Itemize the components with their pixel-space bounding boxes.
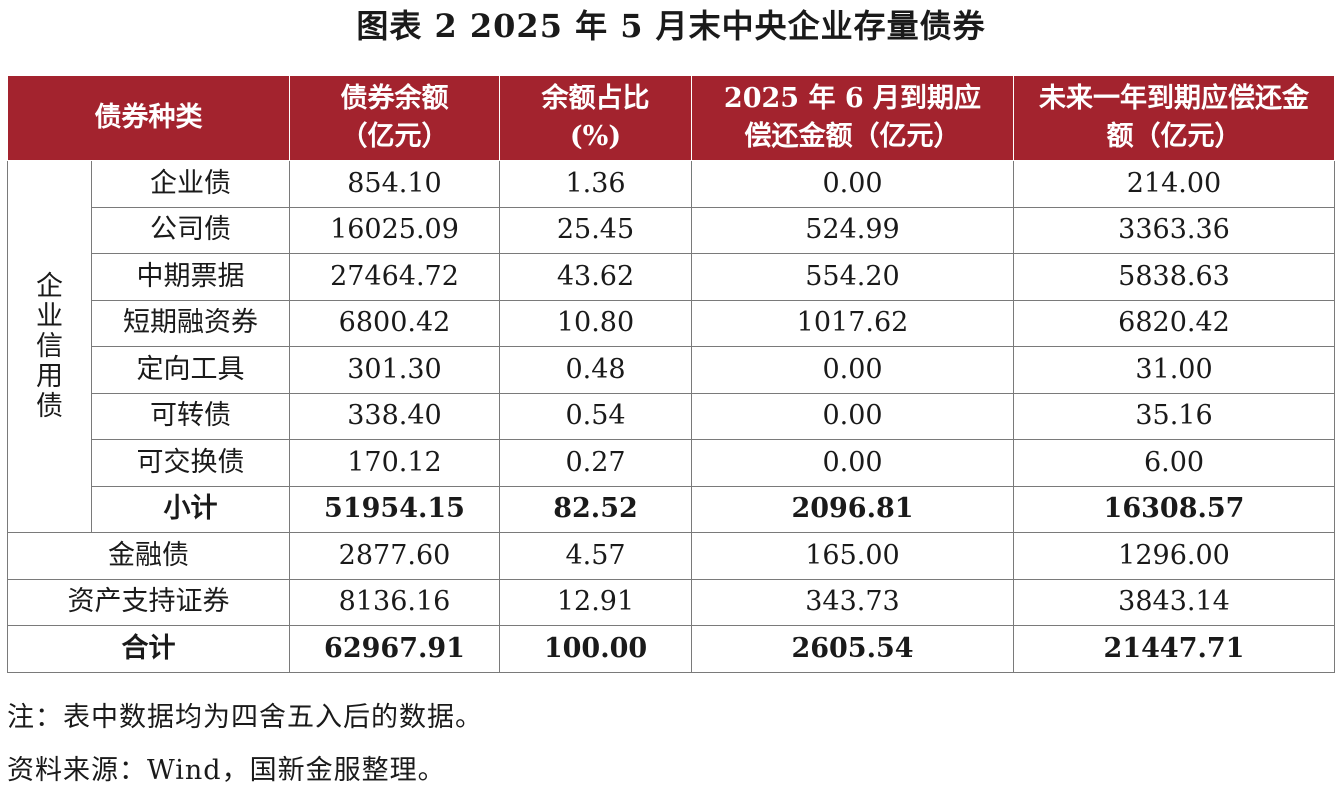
cell-june-due: 1017.62 — [691, 299, 1014, 347]
cell-june-due: 343.73 — [691, 578, 1014, 626]
cell-june-due: 2605.54 — [691, 625, 1014, 673]
group-label-text: 企业信用债 — [36, 270, 63, 422]
row-name: 合计 — [7, 625, 290, 673]
cell-june-due: 0.00 — [691, 346, 1014, 394]
cell-balance: 62967.91 — [289, 625, 500, 673]
header-year-due: 未来一年到期应偿还金额（亿元） — [1013, 75, 1335, 161]
cell-year-due: 6820.42 — [1013, 299, 1335, 347]
cell-year-due: 3843.14 — [1013, 578, 1335, 626]
cell-balance: 170.12 — [289, 439, 500, 487]
header-category: 债券种类 — [7, 75, 290, 161]
cell-year-due: 3363.36 — [1013, 206, 1335, 254]
group-label: 企业信用债 — [7, 160, 92, 533]
row-name: 资产支持证券 — [7, 578, 290, 626]
table-row: 中期票据 27464.72 43.62 554.20 5838.63 — [8, 253, 1335, 301]
cell-june-due: 0.00 — [691, 439, 1014, 487]
table-row: 资产支持证券 8136.16 12.91 343.73 3843.14 — [7, 578, 1335, 626]
cell-balance: 6800.42 — [289, 299, 500, 347]
cell-june-due: 524.99 — [691, 206, 1014, 254]
source-note: 资料来源：Wind，国新金服整理。 — [7, 755, 446, 786]
bond-table: 债券种类 债券余额（亿元） 余额占比(%) 2025 年 6 月到期应偿还金额（… — [7, 75, 1335, 673]
table-row: 定向工具 301.30 0.48 0.00 31.00 — [8, 346, 1335, 394]
cell-balance: 301.30 — [289, 346, 500, 394]
cell-year-due: 5838.63 — [1013, 253, 1335, 301]
row-name: 金融债 — [7, 532, 290, 580]
cell-share: 12.91 — [499, 578, 692, 626]
cell-june-due: 165.00 — [691, 532, 1014, 580]
cell-share: 25.45 — [499, 206, 692, 254]
cell-year-due: 31.00 — [1013, 346, 1335, 394]
row-name: 可转债 — [91, 392, 290, 440]
cell-year-due: 21447.71 — [1013, 625, 1335, 673]
row-name: 可交换债 — [91, 439, 290, 487]
cell-june-due: 2096.81 — [691, 485, 1014, 533]
table-row: 短期融资券 6800.42 10.80 1017.62 6820.42 — [8, 299, 1335, 347]
cell-june-due: 0.00 — [691, 392, 1014, 440]
cell-year-due: 6.00 — [1013, 439, 1335, 487]
cell-balance: 2877.60 — [289, 532, 500, 580]
total-row: 合计 62967.91 100.00 2605.54 21447.71 — [7, 625, 1335, 673]
cell-share: 0.54 — [499, 392, 692, 440]
cell-share: 1.36 — [499, 160, 692, 208]
table-body: 企业信用债 企业债 854.10 1.36 0.00 214.00 公司债 16025.09 2… — [7, 160, 1335, 673]
row-name: 公司债 — [91, 206, 290, 254]
subtotal-row: 小计 51954.15 82.52 2096.81 16308.57 — [8, 485, 1335, 533]
row-name: 企业债 — [91, 160, 290, 208]
cell-june-due: 554.20 — [691, 253, 1014, 301]
table-row: 企业信用债 企业债 854.10 1.36 0.00 214.00 — [7, 160, 1335, 533]
table-row: 公司债 16025.09 25.45 524.99 3363.36 — [8, 206, 1335, 254]
cell-year-due: 214.00 — [1013, 160, 1335, 208]
cell-balance: 854.10 — [289, 160, 500, 208]
cell-share: 0.27 — [499, 439, 692, 487]
cell-balance: 338.40 — [289, 392, 500, 440]
row-name: 中期票据 — [91, 253, 290, 301]
table-row: 可交换债 170.12 0.27 0.00 6.00 — [8, 439, 1335, 487]
table-row: 金融债 2877.60 4.57 165.00 1296.00 — [7, 532, 1335, 580]
cell-june-due: 0.00 — [691, 160, 1014, 208]
row-name: 短期融资券 — [91, 299, 290, 347]
row-name: 定向工具 — [91, 346, 290, 394]
cell-share: 0.48 — [499, 346, 692, 394]
cell-balance: 8136.16 — [289, 578, 500, 626]
table-row: 可转债 338.40 0.54 0.00 35.16 — [8, 392, 1335, 440]
cell-year-due: 1296.00 — [1013, 532, 1335, 580]
header-row: 债券种类 债券余额（亿元） 余额占比(%) 2025 年 6 月到期应偿还金额（… — [7, 75, 1335, 161]
cell-share: 43.62 — [499, 253, 692, 301]
header-share: 余额占比(%) — [499, 75, 692, 161]
cell-balance: 27464.72 — [289, 253, 500, 301]
cell-year-due: 35.16 — [1013, 392, 1335, 440]
row-name: 小计 — [91, 485, 290, 533]
header-balance: 债券余额（亿元） — [289, 75, 500, 161]
cell-share: 10.80 — [499, 299, 692, 347]
cell-share: 100.00 — [499, 625, 692, 673]
cell-year-due: 16308.57 — [1013, 485, 1335, 533]
header-june-due: 2025 年 6 月到期应偿还金额（亿元） — [691, 75, 1014, 161]
cell-balance: 51954.15 — [289, 485, 500, 533]
table-title: 图表 2 2025 年 5 月末中央企业存量债券 — [356, 7, 986, 45]
cell-share: 82.52 — [499, 485, 692, 533]
cell-balance: 16025.09 — [289, 206, 500, 254]
footnote: 注：表中数据均为四舍五入后的数据。 — [7, 702, 483, 733]
cell-share: 4.57 — [499, 532, 692, 580]
